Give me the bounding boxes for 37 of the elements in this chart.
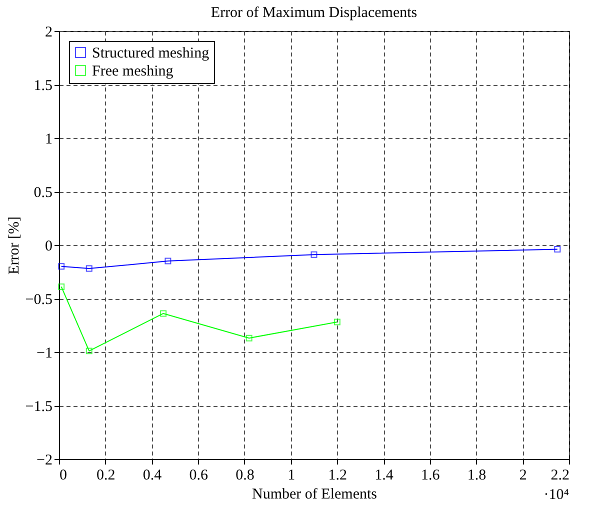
x-tick-label: 0.4 (142, 468, 162, 484)
y-tick-label: −1.5 (25, 399, 52, 415)
y-tick-label: −0.5 (25, 292, 52, 308)
y-tick-label: 0 (45, 238, 52, 254)
chart-title: Error of Maximum Displacements (210, 5, 418, 21)
x-tick-label: 1.6 (421, 468, 440, 484)
point (310, 251, 318, 258)
point (58, 263, 65, 270)
y-tick-label: 2 (45, 24, 52, 40)
legend-label: Structured meshing (92, 46, 210, 62)
x-tick-label: 1.8 (467, 468, 486, 484)
x-axis-title: Number of Elements (252, 486, 378, 502)
point (246, 334, 252, 342)
point (58, 283, 65, 290)
text: ·10⁴ (544, 487, 569, 503)
y-tick-label: −2 (36, 452, 52, 468)
x-tick-label: 2.2 (550, 468, 570, 484)
x-tick-label: 0 (60, 468, 67, 484)
x-tick-label: 0.8 (236, 468, 254, 484)
y-tick-label: −1 (36, 346, 52, 362)
y-axis-title: Error [%] (6, 216, 22, 274)
x-tick-label: 1.2 (328, 468, 348, 484)
y-tick-label: 0.5 (34, 185, 52, 201)
y-tick-label: 1 (45, 132, 52, 148)
x-tick-label: 2 (519, 468, 527, 484)
point (86, 265, 92, 272)
legend-label: Free meshing (92, 64, 174, 80)
x-tick-label: 1 (288, 468, 296, 484)
point (160, 310, 167, 317)
point (554, 246, 561, 253)
x-tick-label: 0.2 (96, 468, 116, 484)
point (164, 258, 172, 264)
x-tick-label: 0.6 (189, 468, 208, 484)
point (86, 348, 92, 354)
point (334, 318, 340, 326)
x-tick-label: 1.4 (374, 468, 394, 484)
y-tick-label: 1.5 (34, 78, 52, 94)
